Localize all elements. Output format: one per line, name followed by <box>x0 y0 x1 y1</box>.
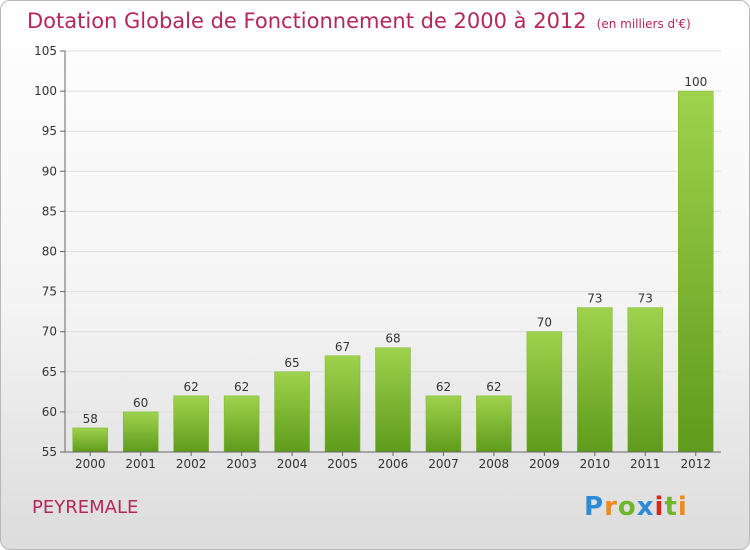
data-label: 70 <box>537 316 552 330</box>
chart-title: Dotation Globale de Fonctionnement de 20… <box>27 9 691 33</box>
bar-2010 <box>577 307 613 453</box>
bar-2006 <box>375 347 411 453</box>
data-label: 67 <box>335 340 350 354</box>
axes <box>60 50 721 456</box>
y-tick-label: 85 <box>42 204 57 218</box>
data-label: 100 <box>684 75 707 89</box>
data-label: 60 <box>133 396 148 410</box>
x-tick-label: 2005 <box>327 457 358 471</box>
data-label: 62 <box>436 380 451 394</box>
title-unit: (en milliers d'€) <box>596 17 691 31</box>
bar-2004 <box>274 371 310 453</box>
data-label: 73 <box>638 292 653 306</box>
title-text: Dotation Globale de Fonctionnement de 20… <box>27 9 587 33</box>
bar-2012 <box>678 90 714 453</box>
bar-2002 <box>173 395 209 453</box>
data-label: 62 <box>234 380 249 394</box>
data-label: 62 <box>486 380 501 394</box>
x-tick-label: 2008 <box>479 457 510 471</box>
bars <box>72 90 714 453</box>
bar-2011 <box>627 307 664 453</box>
y-tick-label: 80 <box>42 245 57 259</box>
bar-2007 <box>425 395 462 453</box>
data-label: 65 <box>284 356 299 370</box>
bar-2008 <box>476 395 512 453</box>
x-tick-label: 2000 <box>75 457 106 471</box>
y-tick-label: 90 <box>42 164 57 178</box>
bar-2005 <box>324 355 361 453</box>
labels: 55 60 65 70 75 80 85 90 95 100 105 58 2000 60 2001 62 20… <box>34 44 711 471</box>
y-tick-label: 75 <box>42 285 57 299</box>
x-tick-label: 2003 <box>226 457 257 471</box>
x-tick-label: 2004 <box>277 457 308 471</box>
y-tick-label: 70 <box>42 325 57 339</box>
y-tick-label: 60 <box>42 405 57 419</box>
bar-2000 <box>72 427 108 453</box>
x-tick-label: 2002 <box>176 457 207 471</box>
x-tick-label: 2011 <box>630 457 661 471</box>
data-label: 58 <box>83 412 98 426</box>
y-tick-label: 105 <box>34 44 57 58</box>
bar-2001 <box>122 411 159 453</box>
data-label: 62 <box>184 380 199 394</box>
x-tick-label: 2006 <box>378 457 409 471</box>
data-label: 68 <box>385 332 400 346</box>
y-tick-label: 100 <box>34 84 57 98</box>
proxiti-logo: Proxiti <box>584 492 688 522</box>
commune-name: PEYREMALE <box>32 497 139 518</box>
bar-2003 <box>223 395 260 453</box>
bar-2009 <box>526 331 563 453</box>
data-label: 73 <box>587 292 602 306</box>
x-tick-label: 2001 <box>125 457 156 471</box>
y-tick-label: 55 <box>42 445 57 459</box>
x-tick-label: 2012 <box>680 457 711 471</box>
x-tick-label: 2010 <box>580 457 611 471</box>
x-tick-label: 2009 <box>529 457 560 471</box>
y-tick-label: 95 <box>42 124 57 138</box>
x-tick-label: 2007 <box>428 457 459 471</box>
y-tick-label: 65 <box>42 365 57 379</box>
